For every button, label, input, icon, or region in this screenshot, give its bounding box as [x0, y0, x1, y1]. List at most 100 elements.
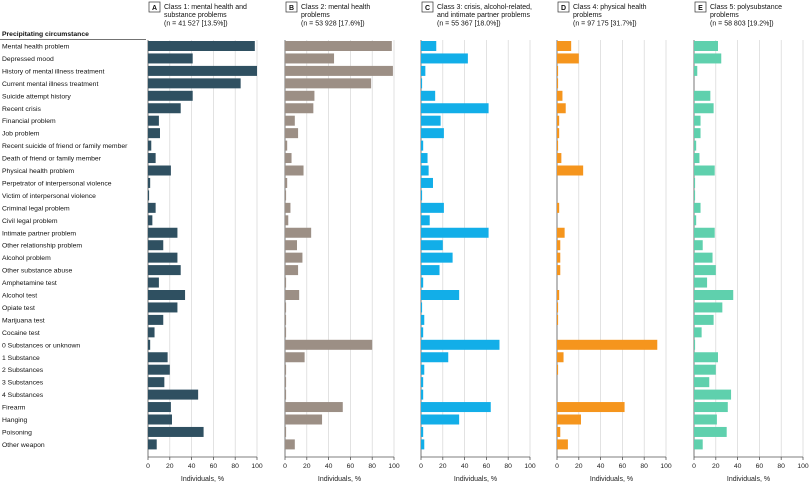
row-label: Perpetrator of interpersonal violence: [2, 180, 112, 187]
panel-title-line: problems: [573, 12, 602, 19]
x-tick-label: 20: [439, 463, 447, 470]
x-tick-label: 60: [210, 463, 218, 470]
x-tick-label: 20: [712, 463, 720, 470]
x-tick-label: 100: [524, 463, 536, 470]
row-label: Suicide attempt history: [2, 93, 71, 100]
bar: [148, 402, 171, 413]
row-labels: Precipitating circumstance Mental health…: [0, 31, 146, 449]
bar: [148, 252, 178, 263]
bar: [148, 140, 152, 151]
bar: [148, 339, 151, 350]
x-tick-label: 100: [797, 463, 809, 470]
x-axis-label: Individuals, %: [318, 476, 361, 483]
bar: [557, 41, 572, 51]
panel-badge: D: [561, 5, 566, 12]
bar: [285, 115, 295, 126]
bar: [557, 202, 560, 213]
x-tick-label: 100: [251, 463, 263, 470]
bar: [421, 65, 426, 76]
bar: [285, 190, 287, 201]
bar: [557, 314, 559, 325]
bar: [557, 426, 561, 437]
row-header: Precipitating circumstance: [2, 31, 89, 38]
bar: [421, 352, 449, 363]
row-label: Physical health problem: [2, 168, 74, 175]
bar: [421, 290, 460, 300]
bar: [421, 202, 444, 213]
bar: [421, 103, 489, 114]
row-label: Opiate test: [2, 305, 35, 312]
bar: [285, 103, 314, 114]
bar: [285, 389, 287, 400]
bar: [694, 103, 714, 114]
bar: [421, 252, 453, 263]
panel-title-line: Class 4: physical health: [573, 4, 647, 11]
bar: [285, 377, 287, 388]
row-label: Victim of interpersonal violence: [2, 193, 96, 200]
bar: [421, 78, 423, 89]
x-tick-label: 80: [231, 463, 239, 470]
bar: [285, 314, 287, 325]
row-label: Depressed mood: [2, 56, 54, 63]
bar: [694, 153, 700, 164]
bar: [557, 65, 559, 76]
bar: [557, 252, 561, 263]
bar: [694, 240, 703, 251]
bar: [421, 277, 424, 288]
bar: [557, 364, 559, 375]
x-tick-label: 100: [388, 463, 400, 470]
panel-title-line: substance problems: [164, 12, 227, 19]
bar: [148, 78, 241, 89]
bar: [694, 190, 696, 201]
bar: [694, 327, 702, 338]
bar: [148, 215, 153, 226]
row-label: Alcohol problem: [2, 255, 51, 262]
bar: [694, 414, 717, 425]
panel-badge-box: [285, 1, 298, 13]
row-label: Marijuana test: [2, 317, 45, 324]
bar: [421, 227, 489, 238]
bar: [148, 290, 186, 300]
row-label: Cocaine test: [2, 330, 40, 337]
row-label: Other relationship problem: [2, 243, 82, 250]
bar: [421, 302, 423, 313]
bar: [421, 240, 443, 251]
row-label: Criminal legal problem: [2, 205, 70, 212]
bar: [694, 140, 697, 151]
bar: [148, 302, 178, 313]
bar: [557, 265, 561, 276]
panel-badge-box: [694, 1, 707, 13]
bar: [148, 352, 168, 363]
bar: [421, 439, 425, 450]
bar: [694, 389, 732, 400]
row-label: 0 Substances or unknown: [2, 342, 80, 349]
bar: [285, 165, 304, 176]
row-label: Amphetamine test: [2, 280, 57, 287]
bar: [148, 227, 178, 238]
bar: [557, 90, 563, 101]
bar: [148, 177, 151, 188]
bar: [148, 153, 156, 164]
row-label: Current mental illness treatment: [2, 81, 98, 88]
bar: [421, 128, 444, 139]
bar: [148, 128, 160, 139]
panel-title-line: problems: [710, 12, 739, 19]
bar: [694, 53, 722, 64]
row-label: Hanging: [2, 417, 28, 424]
bar: [694, 128, 701, 139]
bar: [285, 290, 300, 300]
bar: [285, 202, 291, 213]
x-tick-label: 80: [640, 463, 648, 470]
panel-title-line: Class 1: mental health and: [164, 4, 247, 11]
row-label: Mental health problem: [2, 44, 70, 51]
panel-title-line: (n = 97 175 [31.7%]): [573, 20, 637, 27]
row-label: Firearm: [2, 405, 26, 412]
bar: [421, 389, 424, 400]
bar: [148, 439, 157, 450]
bar: [557, 165, 584, 176]
bar: [285, 414, 323, 425]
bar: [694, 426, 727, 437]
bar: [148, 277, 159, 288]
